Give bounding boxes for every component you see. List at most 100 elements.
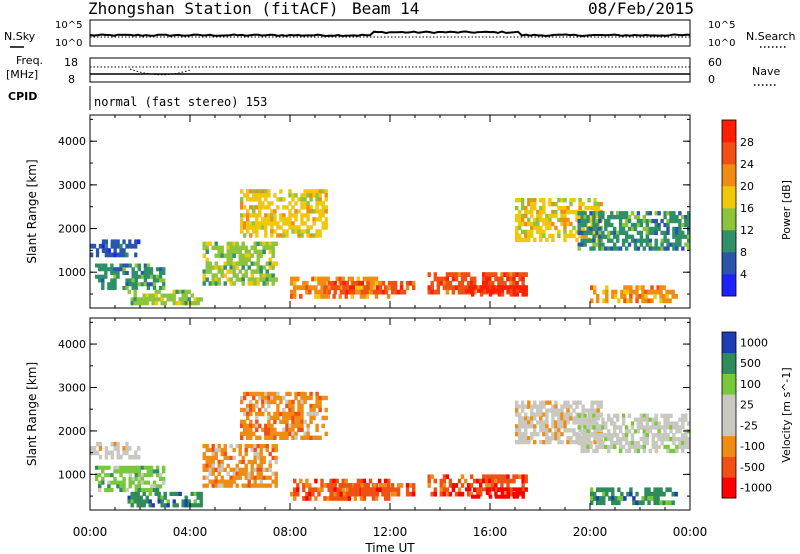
echo-cell <box>214 277 218 282</box>
echo-cell <box>258 225 262 230</box>
echo-cell <box>687 230 691 235</box>
echo-cell <box>246 391 250 397</box>
echo-cell <box>312 209 316 214</box>
echo-cell <box>202 241 206 246</box>
echo-cell <box>687 238 691 243</box>
echo-cell <box>616 425 620 430</box>
x-tick-label: 20:00 <box>573 525 608 539</box>
echo-cell <box>650 298 654 304</box>
echo-cell <box>533 205 537 211</box>
echo-cell <box>366 491 371 497</box>
echo-cell <box>271 249 275 254</box>
echo-cell <box>662 294 666 299</box>
echo-cell <box>512 280 516 286</box>
echo-cell <box>636 222 641 228</box>
echo-cell <box>345 289 349 295</box>
echo-cell <box>636 425 641 430</box>
echo-cell <box>596 201 600 207</box>
echo-cell <box>577 425 581 430</box>
echo-cell <box>262 444 266 449</box>
echo-cell <box>378 483 383 488</box>
echo-cell <box>143 465 148 470</box>
echo-cell <box>155 278 160 283</box>
echo-cell <box>618 444 623 450</box>
echo-cell <box>308 487 312 493</box>
echo-cell <box>238 269 242 274</box>
echo-cell <box>107 473 111 478</box>
echo-cell <box>601 444 605 450</box>
echo-cell <box>274 261 278 266</box>
echo-cell <box>137 473 141 478</box>
echo-cell <box>259 483 263 488</box>
echo-cell <box>244 257 248 262</box>
echo-cell <box>267 391 271 397</box>
echo-cell <box>518 491 522 495</box>
echo-cell <box>282 415 286 421</box>
echo-cell <box>618 226 623 232</box>
echo-cell <box>616 230 620 235</box>
echo-cell <box>466 491 471 497</box>
echo-cell <box>255 419 259 425</box>
echo-cell <box>293 294 297 299</box>
echo-cell <box>653 496 657 501</box>
echo-cell <box>672 218 676 224</box>
echo-cell <box>302 496 306 501</box>
echo-cell <box>116 469 120 474</box>
echo-cell <box>253 269 257 274</box>
echo-cell <box>515 494 519 499</box>
echo-cell <box>623 298 627 304</box>
echo-cell <box>473 285 478 290</box>
echo-cell <box>262 475 266 480</box>
echo-cell <box>580 230 584 235</box>
echo-cell <box>131 454 135 460</box>
echo-cell <box>244 261 248 266</box>
echo-cell <box>282 431 286 437</box>
echo-cell <box>223 447 227 453</box>
echo-cell <box>261 411 265 417</box>
echo-cell <box>471 494 475 499</box>
echo-cell <box>250 459 254 465</box>
echo-cell <box>297 225 301 230</box>
echo-cell <box>545 428 549 433</box>
echo-cell <box>569 440 573 445</box>
echo-cell <box>578 400 582 405</box>
echo-cell <box>554 432 558 437</box>
echo-cell <box>317 276 321 282</box>
echo-cell <box>610 246 614 251</box>
echo-cell <box>681 230 685 235</box>
echo-cell <box>223 455 227 461</box>
echo-cell <box>140 270 145 275</box>
echo-cell <box>205 265 209 270</box>
echo-cell <box>521 205 525 211</box>
echo-cell <box>530 233 534 239</box>
echo-cell <box>536 432 540 437</box>
echo-cell <box>246 403 250 409</box>
echo-cell <box>494 478 498 484</box>
echo-cell <box>149 488 154 493</box>
echo-cell <box>633 444 638 450</box>
echo-cell <box>339 289 343 295</box>
echo-cell <box>246 435 250 440</box>
echo-cell <box>681 421 685 426</box>
echo-cell <box>662 500 666 506</box>
echo-cell <box>627 218 632 224</box>
echo-cell <box>460 483 465 488</box>
echo-cell <box>309 407 313 413</box>
echo-cell <box>332 496 336 501</box>
echo-cell <box>551 237 555 243</box>
echo-cell <box>312 221 316 226</box>
echo-cell <box>246 209 250 214</box>
echo-cell <box>675 437 679 442</box>
echo-cell <box>353 483 357 488</box>
echo-cell <box>524 237 528 243</box>
echo-cell <box>315 427 319 433</box>
echo-cell <box>645 425 649 430</box>
echo-cell <box>241 471 245 476</box>
echo-cell <box>296 483 300 488</box>
echo-cell <box>300 205 304 210</box>
echo-cell <box>137 239 141 245</box>
echo-cell <box>306 435 310 440</box>
colorbar-label: Power [dB] <box>780 180 793 240</box>
echo-cell <box>592 222 596 228</box>
echo-cell <box>654 238 658 243</box>
